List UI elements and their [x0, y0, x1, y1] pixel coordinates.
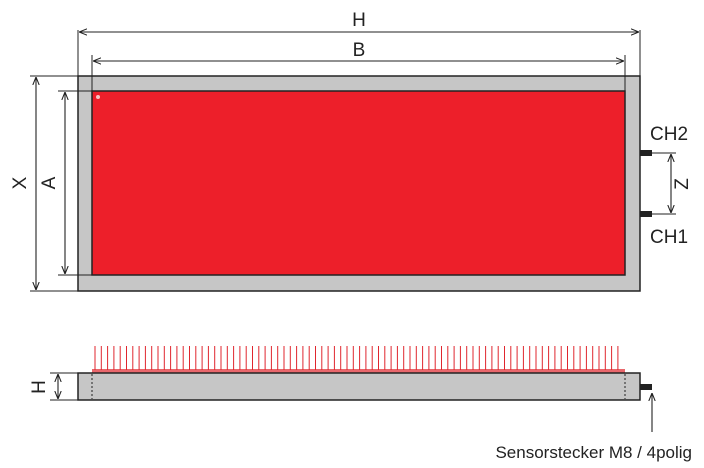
label-a-inner: A	[39, 176, 60, 189]
dim-z-spacing: Z	[652, 152, 693, 215]
indicator-dot	[96, 95, 100, 99]
label-h-outer: H	[352, 10, 366, 31]
side-view	[77, 369, 652, 401]
light-beams	[94, 346, 619, 370]
side-emitter-strip	[92, 369, 625, 375]
dim-h-side: H	[29, 372, 78, 401]
dim-a-inner: A	[39, 90, 92, 276]
label-h-side: H	[29, 380, 50, 394]
label-ch1: CH1	[650, 227, 688, 248]
connector-ch2	[640, 150, 652, 156]
dim-h-outer: H	[77, 10, 641, 76]
dim-b-inner: B	[91, 40, 626, 91]
side-body	[77, 372, 641, 401]
connector-ch1	[640, 211, 652, 217]
label-ch2: CH2	[650, 124, 688, 145]
side-connector	[640, 384, 652, 390]
connector-note: Sensorstecker M8 / 4polig	[495, 443, 692, 462]
label-b-inner: B	[353, 40, 366, 61]
label-x-outer: X	[10, 176, 31, 189]
label-z-spacing: Z	[672, 178, 693, 190]
active-area	[91, 90, 626, 276]
dim-x-outer: X	[10, 75, 78, 292]
connector-callout: Sensorstecker M8 / 4polig	[495, 393, 692, 462]
top-view	[77, 75, 652, 292]
